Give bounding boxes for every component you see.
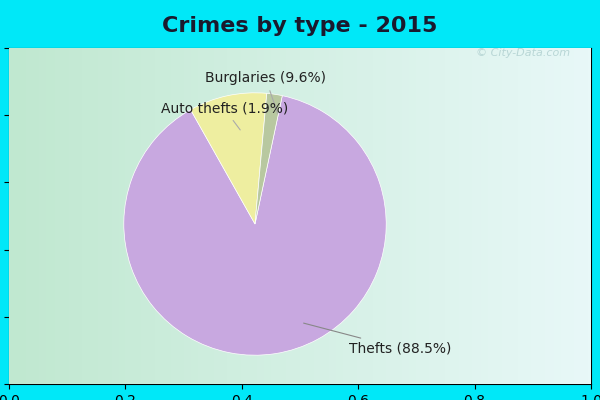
Text: Thefts (88.5%): Thefts (88.5%) <box>304 323 452 356</box>
Wedge shape <box>124 96 386 355</box>
Text: Crimes by type - 2015: Crimes by type - 2015 <box>163 16 437 36</box>
Text: © City-Data.com: © City-Data.com <box>476 48 570 58</box>
Text: Auto thefts (1.9%): Auto thefts (1.9%) <box>161 102 288 130</box>
Text: Burglaries (9.6%): Burglaries (9.6%) <box>205 71 326 114</box>
Wedge shape <box>255 93 282 224</box>
Wedge shape <box>191 93 267 224</box>
